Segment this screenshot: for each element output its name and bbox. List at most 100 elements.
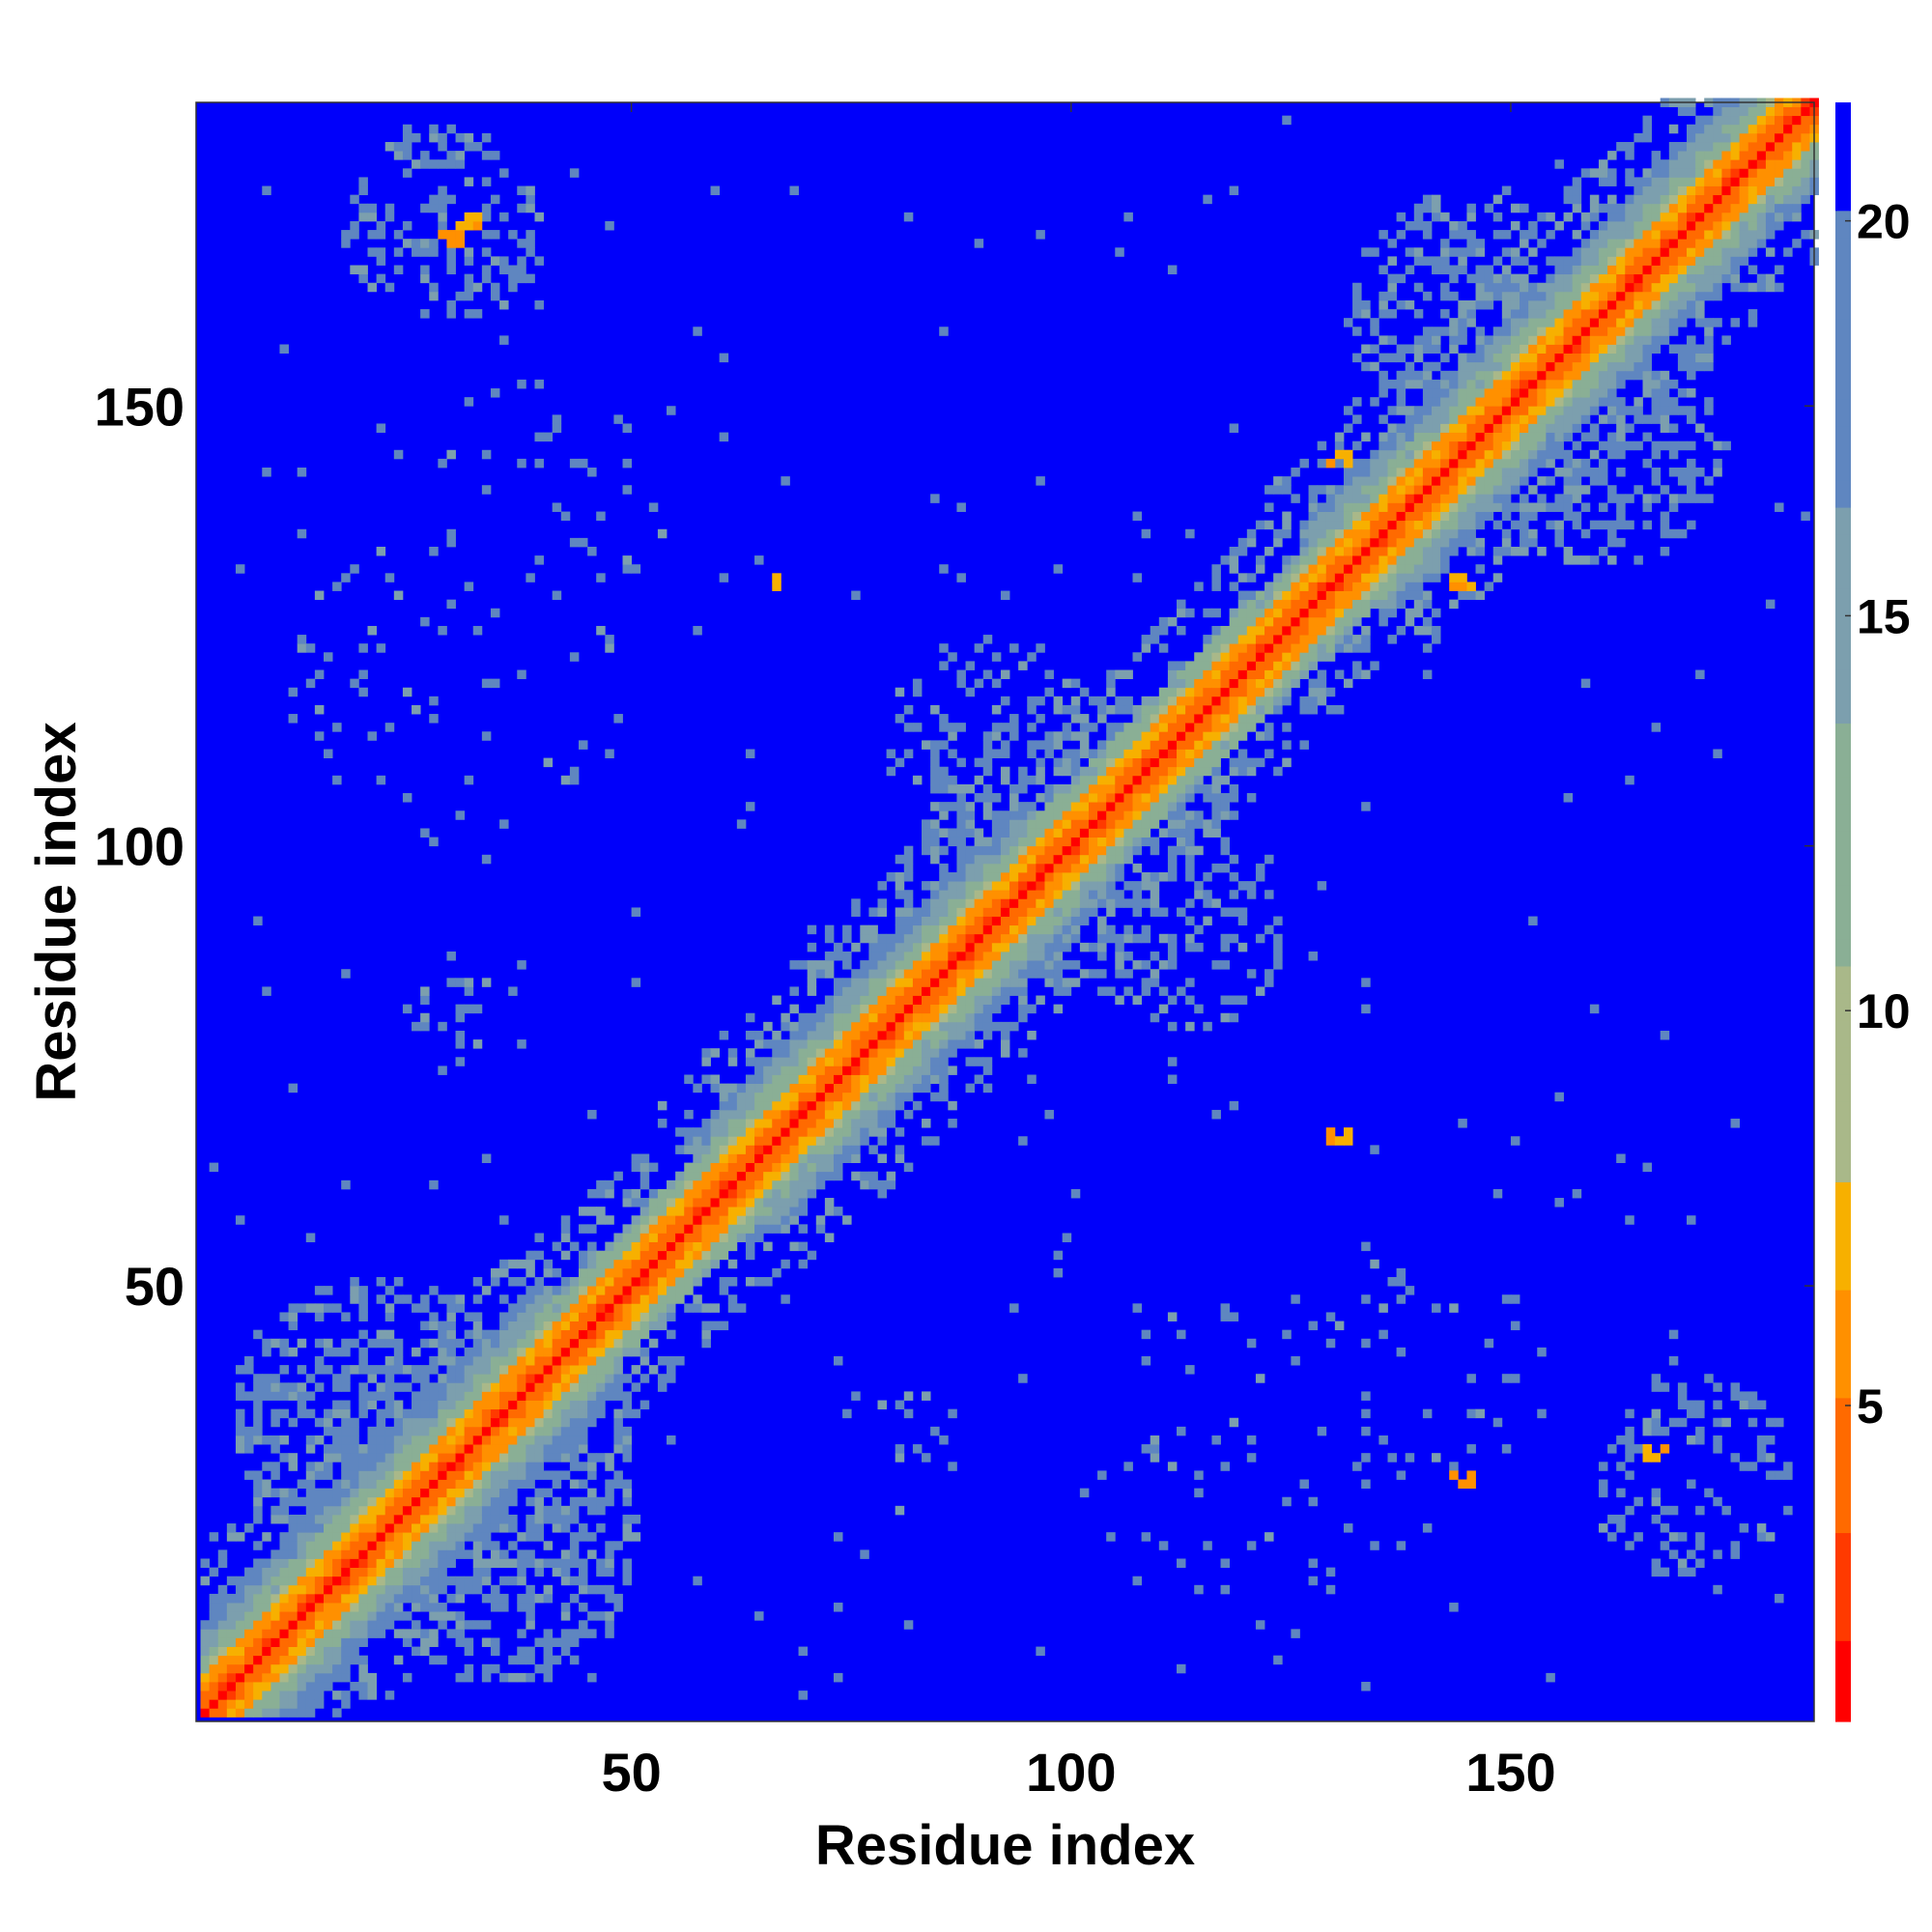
heatmap-cell bbox=[798, 1224, 809, 1234]
heatmap-cell bbox=[956, 916, 966, 926]
heatmap-cell bbox=[262, 1629, 271, 1638]
heatmap-cell bbox=[217, 1682, 228, 1691]
heatmap-cell bbox=[605, 1611, 614, 1621]
heatmap-cell bbox=[1432, 440, 1441, 451]
heatmap-cell bbox=[324, 1611, 333, 1621]
heatmap-cell bbox=[1308, 608, 1319, 618]
heatmap-cell bbox=[1211, 863, 1221, 873]
heatmap-cell bbox=[1334, 520, 1345, 530]
heatmap-cell bbox=[235, 1655, 245, 1665]
heatmap-cell bbox=[781, 1188, 790, 1199]
heatmap-cell bbox=[1185, 828, 1195, 838]
heatmap-cell bbox=[1106, 793, 1116, 803]
heatmap-cell bbox=[508, 1303, 518, 1313]
heatmap-cell bbox=[1177, 837, 1186, 847]
heatmap-cell bbox=[903, 1074, 914, 1085]
heatmap-cell bbox=[1449, 265, 1459, 275]
heatmap-cell bbox=[490, 1541, 500, 1550]
heatmap-cell bbox=[526, 1391, 535, 1401]
heatmap-cell bbox=[1387, 432, 1397, 442]
heatmap-cell bbox=[472, 309, 483, 319]
heatmap-cell bbox=[1396, 212, 1406, 222]
heatmap-cell bbox=[1510, 397, 1520, 407]
heatmap-cell bbox=[912, 1039, 923, 1049]
heatmap-cell bbox=[1132, 828, 1142, 838]
heatmap-cell bbox=[631, 1224, 641, 1234]
heatmap-cell bbox=[631, 1294, 641, 1304]
heatmap-cell bbox=[701, 1329, 711, 1340]
heatmap-cell bbox=[393, 1584, 404, 1595]
heatmap-cell bbox=[1317, 537, 1327, 548]
heatmap-cell bbox=[358, 1286, 368, 1295]
heatmap-cell bbox=[569, 1637, 580, 1647]
heatmap-cell bbox=[815, 1109, 826, 1120]
heatmap-cell bbox=[1044, 687, 1054, 697]
heatmap-cell bbox=[1458, 309, 1467, 319]
heatmap-cell bbox=[1396, 379, 1406, 389]
heatmap-cell bbox=[1062, 907, 1072, 917]
heatmap-cell bbox=[772, 1162, 781, 1173]
heatmap-cell bbox=[1352, 511, 1362, 522]
heatmap-cell bbox=[1396, 555, 1406, 565]
heatmap-cell bbox=[965, 828, 976, 838]
heatmap-cell bbox=[526, 1549, 535, 1559]
heatmap-cell bbox=[578, 537, 588, 548]
heatmap-cell bbox=[1132, 960, 1142, 970]
heatmap-cell bbox=[781, 1109, 790, 1120]
heatmap-cell bbox=[1150, 978, 1160, 987]
heatmap-cell bbox=[710, 1119, 721, 1128]
heatmap-cell bbox=[842, 1127, 852, 1137]
heatmap-cell bbox=[1220, 740, 1231, 750]
heatmap-cell bbox=[1387, 537, 1397, 548]
heatmap-cell bbox=[1220, 687, 1231, 697]
heatmap-cell bbox=[860, 960, 869, 970]
heatmap-cell bbox=[455, 1303, 466, 1313]
heatmap-cell bbox=[851, 1012, 861, 1023]
heatmap-cell bbox=[939, 327, 949, 336]
heatmap-cell bbox=[1466, 511, 1476, 522]
heatmap-cell bbox=[402, 168, 412, 178]
heatmap-cell bbox=[270, 1603, 280, 1612]
heatmap-cell bbox=[1458, 256, 1467, 266]
heatmap-cell bbox=[217, 1663, 228, 1674]
heatmap-cell bbox=[1308, 678, 1319, 689]
heatmap-cell bbox=[1220, 555, 1231, 565]
heatmap-cell bbox=[763, 1092, 773, 1102]
heatmap-cell bbox=[860, 1109, 869, 1120]
heatmap-cell bbox=[930, 704, 940, 715]
heatmap-cell bbox=[991, 951, 1002, 961]
heatmap-cell bbox=[1123, 740, 1133, 750]
heatmap-cell bbox=[384, 1541, 395, 1550]
heatmap-cell bbox=[1308, 643, 1319, 653]
heatmap-cell bbox=[534, 458, 544, 469]
heatmap-cell bbox=[552, 502, 562, 512]
heatmap-cell bbox=[622, 1496, 633, 1507]
heatmap-cell bbox=[877, 1179, 887, 1190]
heatmap-cell bbox=[903, 986, 914, 996]
heatmap-cell bbox=[851, 1048, 861, 1058]
heatmap-cell bbox=[1501, 511, 1512, 522]
heatmap-cell bbox=[350, 1338, 359, 1349]
heatmap-cell bbox=[622, 1312, 633, 1321]
heatmap-cell bbox=[578, 1400, 588, 1410]
heatmap-cell bbox=[517, 1558, 526, 1568]
heatmap-cell bbox=[472, 1355, 483, 1366]
heatmap-cell bbox=[1432, 344, 1441, 354]
heatmap-cell bbox=[710, 1188, 721, 1199]
heatmap-cell bbox=[948, 749, 957, 758]
heatmap-cell bbox=[429, 1576, 439, 1586]
heatmap-cell bbox=[982, 960, 993, 970]
heatmap-cell bbox=[675, 1188, 685, 1199]
heatmap-cell bbox=[279, 1505, 289, 1516]
heatmap-cell bbox=[1440, 309, 1450, 319]
heatmap-cell bbox=[1422, 203, 1433, 213]
heatmap-cell bbox=[499, 1391, 509, 1401]
heatmap-cell bbox=[719, 1224, 729, 1234]
heatmap-cell bbox=[1334, 643, 1345, 653]
heatmap-cell bbox=[429, 159, 439, 169]
heatmap-cell bbox=[446, 256, 456, 266]
heatmap-cell bbox=[939, 942, 949, 952]
heatmap-cell bbox=[1343, 502, 1353, 512]
heatmap-cell bbox=[1422, 423, 1433, 433]
heatmap-cell bbox=[253, 1374, 263, 1383]
